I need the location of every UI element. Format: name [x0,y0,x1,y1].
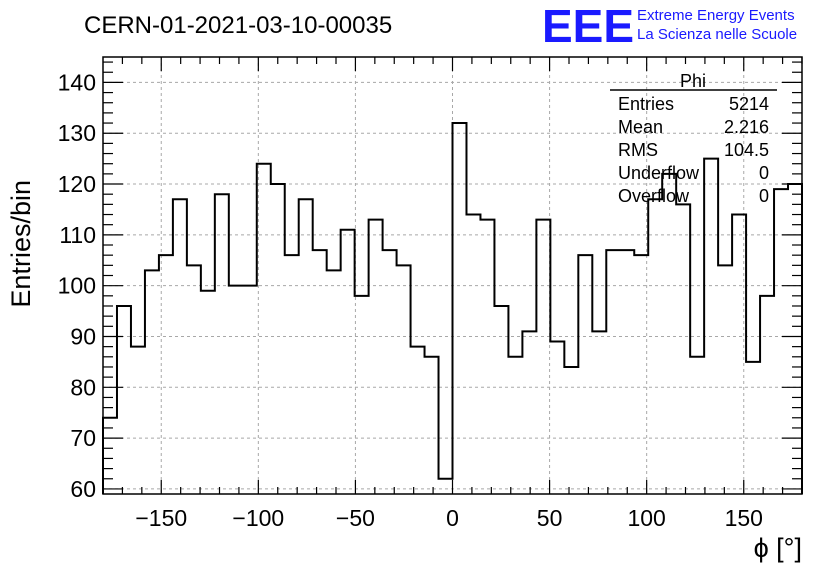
x-tick-label: 50 [537,505,563,531]
histogram-bin [103,418,117,494]
x-tick-label: 0 [446,505,459,531]
histogram-bin [466,215,480,494]
y-axis-label: Entries/bin [6,180,36,308]
histogram-bin [327,270,341,494]
stats-value: 2.216 [724,117,769,137]
x-tick-label: −100 [232,505,284,531]
stats-label: Overflow [618,186,690,206]
histogram-bin [648,199,662,494]
histogram-bin [690,357,704,494]
y-tick-label: 140 [58,69,96,95]
histogram-bin [746,362,760,494]
run-title: CERN-01-2021-03-10-00035 [84,12,392,39]
stats-label: Entries [618,94,674,114]
histogram-bin [117,306,131,494]
y-tick-label: 100 [58,273,96,299]
y-tick-label: 70 [70,425,96,451]
eee-logo: EEE [542,0,634,52]
histogram-bin [173,199,187,494]
histogram-bin [536,220,550,494]
y-axis-ticks: 60 70 80 90 100 110 120 130 140 [58,61,802,502]
histogram-bin [480,220,494,494]
stats-value: 5214 [729,94,769,114]
histogram-bin [453,123,467,494]
histogram-bin [201,291,215,494]
histogram-bin [704,159,718,494]
histogram-bin [215,194,229,494]
stats-label: Mean [618,117,663,137]
histogram-bin [676,204,690,494]
stats-box-title: Phi [680,71,706,91]
histogram-bin [494,306,508,494]
histogram-bin [578,255,592,494]
x-tick-label: −150 [135,505,187,531]
histogram-bin [788,184,802,494]
histogram-bin [397,265,411,494]
histogram-bin [760,296,774,494]
histogram-bin [369,220,383,494]
stats-label: RMS [618,140,658,160]
logo-line-2: La Scienza nelle Scuole [637,26,797,43]
histogram-bin [439,479,453,494]
y-tick-label: 110 [59,222,96,248]
histogram-bin [285,255,299,494]
histogram-bin [425,357,439,494]
y-tick-label: 80 [70,374,96,400]
histogram-bin [550,342,564,494]
stats-value: 0 [759,186,769,206]
x-tick-label: 100 [627,505,665,531]
histogram-bin [411,347,425,494]
histogram-bin [229,286,243,494]
stats-label: Underflow [618,163,700,183]
histogram-bin [243,286,257,494]
histogram-bin [159,255,173,494]
histogram-bin [718,265,732,494]
histogram-bin [662,174,676,494]
logo-line-1: Extreme Energy Events [637,7,795,24]
stats-value: 104.5 [724,140,769,160]
histogram-bin [620,250,634,494]
y-tick-label: 130 [58,120,96,146]
histogram-outline [102,122,803,494]
histogram-bin [564,367,578,494]
histogram-bin [355,296,369,494]
y-tick-label: 120 [58,171,96,197]
histogram-bin [522,331,536,494]
stats-box: Phi Entries 5214 Mean 2.216 RMS 104.5 Underflo… [610,71,777,206]
histogram-bin [257,164,271,494]
histogram-bin [634,255,648,494]
stats-value: 0 [759,163,769,183]
histogram-bin [732,215,746,494]
histogram-bin [606,250,620,494]
x-axis-label: ϕ [°] [754,533,802,563]
x-tick-label: −50 [336,505,375,531]
x-axis-ticks: −150 −100 −50 0 50 100 150 [121,57,803,531]
histogram-bin [299,199,313,494]
histogram-bins [102,122,803,494]
x-tick-label: 150 [725,505,763,531]
histogram-bin [341,230,355,494]
histogram-bin [187,265,201,494]
histogram-bin [271,184,285,494]
histogram-bin [313,250,327,494]
histogram-bin [383,250,397,494]
histogram-bin [508,357,522,494]
histogram-bin [592,331,606,494]
y-tick-label: 90 [70,323,96,349]
histogram-bin [131,347,145,494]
y-tick-label: 60 [70,476,96,502]
histogram-bin [145,270,159,494]
